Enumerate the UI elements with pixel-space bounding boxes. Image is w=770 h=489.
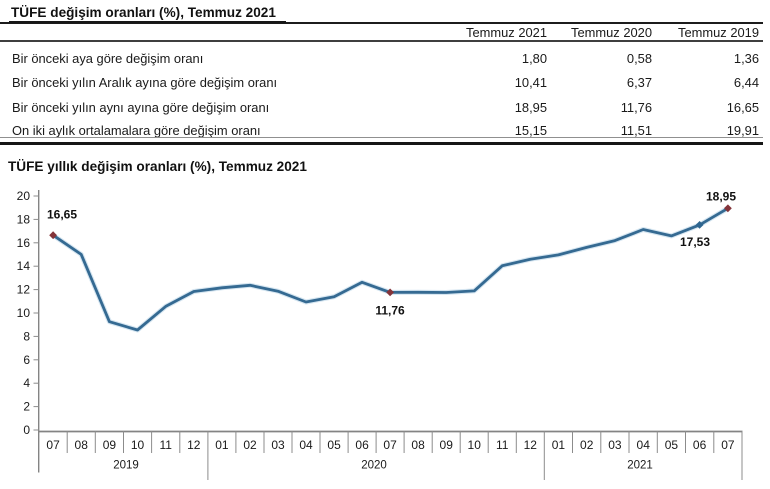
svg-text:10: 10 <box>131 438 145 452</box>
svg-text:12: 12 <box>524 438 538 452</box>
svg-text:06: 06 <box>693 438 707 452</box>
svg-text:20: 20 <box>17 189 31 203</box>
svg-text:4: 4 <box>23 376 30 390</box>
svg-text:03: 03 <box>271 438 285 452</box>
svg-text:17,53: 17,53 <box>680 235 710 249</box>
svg-text:10: 10 <box>17 306 31 320</box>
svg-text:07: 07 <box>383 438 397 452</box>
svg-text:12: 12 <box>187 438 201 452</box>
svg-text:05: 05 <box>327 438 341 452</box>
svg-text:14: 14 <box>17 259 31 273</box>
svg-text:16,65: 16,65 <box>47 208 77 222</box>
svg-text:8: 8 <box>23 329 30 343</box>
svg-text:16: 16 <box>17 236 31 250</box>
svg-text:11: 11 <box>159 438 172 452</box>
svg-text:02: 02 <box>243 438 257 452</box>
svg-text:05: 05 <box>665 438 679 452</box>
svg-text:07: 07 <box>721 438 735 452</box>
svg-text:01: 01 <box>552 438 566 452</box>
svg-text:11: 11 <box>496 438 509 452</box>
svg-text:0: 0 <box>23 423 30 437</box>
svg-text:02: 02 <box>580 438 594 452</box>
svg-text:18,95: 18,95 <box>706 190 736 204</box>
svg-text:10: 10 <box>468 438 482 452</box>
svg-text:6: 6 <box>23 353 30 367</box>
svg-text:08: 08 <box>411 438 425 452</box>
svg-text:06: 06 <box>355 438 369 452</box>
svg-text:01: 01 <box>215 438 229 452</box>
svg-text:09: 09 <box>103 438 117 452</box>
svg-text:03: 03 <box>608 438 622 452</box>
svg-text:18: 18 <box>17 212 31 226</box>
svg-text:07: 07 <box>46 438 60 452</box>
svg-text:12: 12 <box>17 283 31 297</box>
svg-text:09: 09 <box>440 438 454 452</box>
svg-text:2020: 2020 <box>361 460 387 472</box>
svg-text:2019: 2019 <box>113 460 139 472</box>
svg-text:11,76: 11,76 <box>375 304 405 318</box>
svg-text:04: 04 <box>299 438 313 452</box>
svg-text:2: 2 <box>23 400 30 414</box>
svg-text:2021: 2021 <box>627 460 653 472</box>
svg-text:08: 08 <box>75 438 89 452</box>
svg-text:04: 04 <box>637 438 651 452</box>
